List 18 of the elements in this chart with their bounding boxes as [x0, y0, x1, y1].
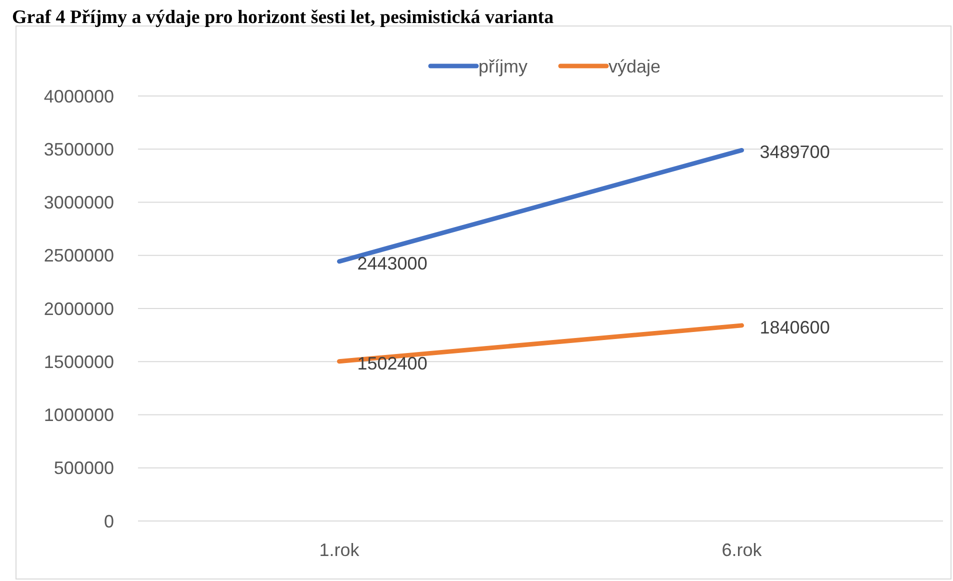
x-tick-label: 6.rok: [722, 540, 763, 560]
y-tick-label: 2000000: [44, 298, 114, 319]
legend-label: výdaje: [608, 56, 661, 76]
data-label: 1502400: [357, 353, 428, 374]
x-tick-label: 1.rok: [319, 540, 360, 560]
data-label: 2443000: [357, 253, 428, 274]
y-tick-label: 3500000: [44, 139, 114, 160]
y-tick-label: 1500000: [44, 352, 114, 372]
y-tick-label: 500000: [54, 458, 114, 478]
y-tick-label: 3000000: [44, 192, 114, 213]
y-tick-label: 2500000: [44, 246, 114, 266]
legend-label: příjmy: [478, 56, 528, 76]
data-label: 3489700: [760, 142, 830, 162]
data-label: 1840600: [760, 317, 830, 338]
y-tick-label: 1000000: [44, 405, 114, 426]
chart-title: Graf 4 Příjmy a výdaje pro horizont šesti let, pesimistická varianta: [12, 7, 554, 28]
y-tick-label: 4000000: [44, 86, 114, 106]
y-tick-label: 0: [104, 511, 114, 532]
